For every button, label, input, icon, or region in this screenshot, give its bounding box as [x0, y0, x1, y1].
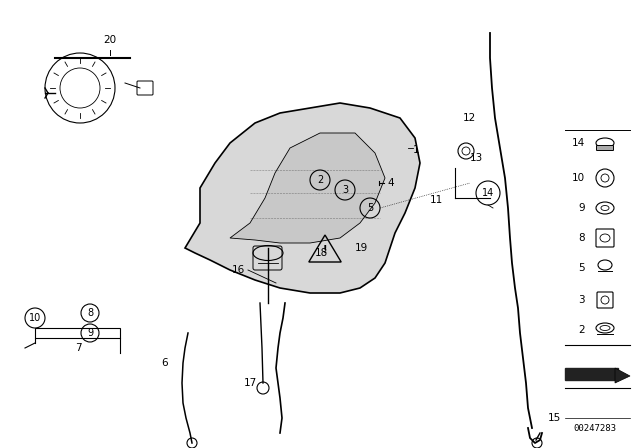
Text: 6: 6 — [162, 358, 168, 368]
Text: 1: 1 — [413, 145, 420, 155]
Text: 12: 12 — [463, 113, 476, 123]
Polygon shape — [565, 368, 618, 380]
Text: 5: 5 — [367, 203, 373, 213]
FancyBboxPatch shape — [596, 146, 614, 151]
Text: 8: 8 — [87, 308, 93, 318]
Polygon shape — [185, 103, 420, 293]
Text: 00247283: 00247283 — [573, 423, 616, 432]
Text: 18: 18 — [315, 248, 328, 258]
Polygon shape — [230, 133, 385, 243]
Text: 17: 17 — [243, 378, 257, 388]
Text: 2: 2 — [317, 175, 323, 185]
Text: 9: 9 — [579, 203, 585, 213]
Text: 15: 15 — [548, 413, 561, 423]
Text: 5: 5 — [579, 263, 585, 273]
Text: 13: 13 — [470, 153, 483, 163]
Text: 11: 11 — [429, 195, 443, 205]
Text: 16: 16 — [232, 265, 244, 275]
Text: 9: 9 — [87, 328, 93, 338]
Text: 20: 20 — [104, 35, 116, 45]
Text: 19: 19 — [355, 243, 368, 253]
Text: 3: 3 — [342, 185, 348, 195]
Text: 14: 14 — [482, 188, 494, 198]
Text: 7: 7 — [75, 343, 81, 353]
Text: 2: 2 — [579, 325, 585, 335]
Text: 14: 14 — [572, 138, 585, 148]
Text: 8: 8 — [579, 233, 585, 243]
Text: 10: 10 — [572, 173, 585, 183]
Text: 10: 10 — [29, 313, 41, 323]
Polygon shape — [615, 368, 630, 383]
Text: 4: 4 — [387, 178, 394, 188]
Text: !: ! — [323, 245, 327, 255]
Text: 3: 3 — [579, 295, 585, 305]
